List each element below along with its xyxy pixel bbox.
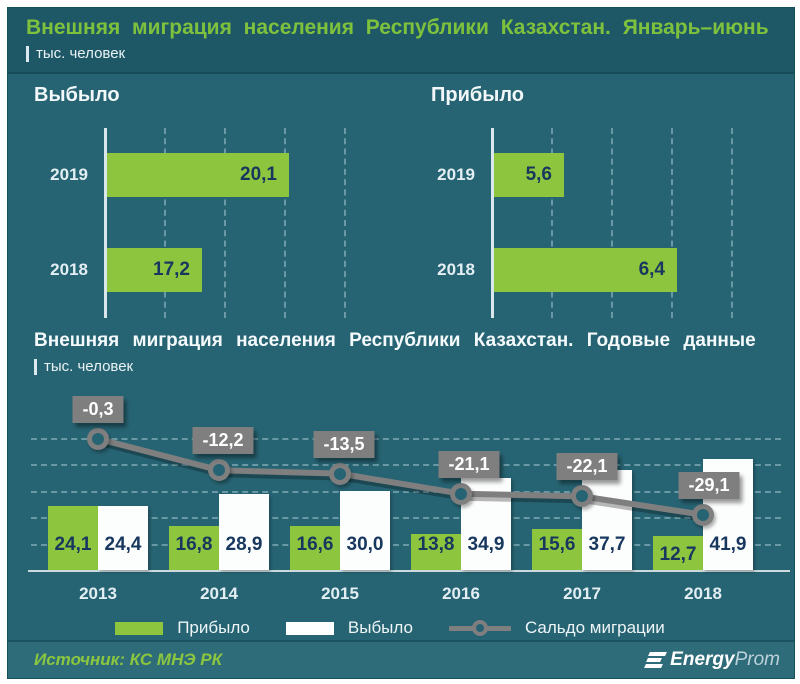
category-label: 2019	[50, 165, 88, 184]
energyprom-icon	[644, 652, 668, 668]
arrived-chart-title: Прибыло	[431, 84, 524, 106]
header: Внешняя миграция населения Республики Ка…	[8, 8, 794, 74]
arrived-value-label: 16,6	[296, 534, 334, 555]
year-label: 2016	[442, 584, 480, 603]
gridline	[31, 464, 781, 467]
departed-halfyear-chart: Выбыло 2019 20,1 2018 17,2	[8, 74, 402, 330]
year-label: 2018	[684, 584, 722, 603]
units-label: тыс. человек	[44, 358, 134, 375]
balance-marker	[87, 427, 109, 450]
gridline	[671, 128, 673, 318]
gridline	[164, 128, 166, 318]
pipe-decoration	[26, 45, 29, 62]
units-label: тыс. человек	[36, 45, 126, 62]
gridline	[611, 128, 613, 318]
departed-bar	[340, 490, 390, 570]
departed-value-label: 30,0	[346, 534, 384, 555]
balance-value-badge: -21,1	[438, 450, 500, 478]
departed-bar	[219, 493, 269, 570]
arrived-bar	[169, 525, 219, 570]
arrived-bar	[653, 536, 703, 570]
arrived-bar	[411, 533, 461, 570]
gridline	[31, 543, 781, 546]
balance-marker	[450, 482, 472, 505]
gridline	[551, 128, 553, 318]
gridline	[284, 128, 286, 318]
legend-balance-label: Сальдо миграции	[524, 618, 665, 637]
balance-value-badge: -13,5	[313, 430, 375, 458]
arrived-halfyear-chart: Прибыло 2019 5,6 2018 6,4	[395, 74, 796, 330]
arrived-bar	[48, 506, 98, 570]
value-bar: 17,2	[107, 248, 202, 292]
energyprom-wordmark: EnergyProm	[670, 649, 780, 670]
category-label: 2019	[437, 165, 475, 184]
category-label: 2018	[437, 260, 475, 279]
footer: Источник: КС МНЭ РК EnergyProm	[8, 640, 794, 678]
departed-value-label: 37,7	[588, 534, 626, 555]
circle-marker-icon	[471, 620, 488, 636]
annual-section-title: Внешняя миграция населения Республики Ка…	[34, 330, 756, 351]
annual-units: тыс. человек	[34, 358, 779, 375]
gridline	[31, 517, 781, 520]
balance-value-badge: -12,2	[192, 427, 254, 455]
category-label: 2018	[50, 260, 88, 279]
arrived-value-label: 24,1	[54, 534, 92, 555]
balance-marker	[208, 459, 230, 482]
departed-value-label: 24,4	[104, 534, 142, 555]
gridline	[344, 128, 346, 318]
departed-value-label: 41,9	[709, 534, 747, 555]
page-title: Внешняя миграция населения Республики Ка…	[26, 16, 769, 39]
balance-value-badge: -22,1	[556, 453, 618, 481]
arrived-bar	[290, 526, 340, 570]
arrived-value-label: 13,8	[417, 534, 455, 555]
year-label: 2017	[563, 584, 601, 603]
source-label: Источник: КС МНЭ РК	[34, 650, 223, 669]
axis-line	[491, 128, 494, 318]
energyprom-logo: EnergyProm	[644, 649, 780, 671]
value-bar: 20,1	[107, 153, 289, 197]
pipe-decoration	[34, 358, 37, 375]
annual-section-header: Внешняя миграция населения Республики Ка…	[34, 330, 779, 375]
x-axis-line	[28, 570, 790, 572]
arrived-legend-swatch	[115, 621, 164, 635]
header-units: тыс. человек	[26, 45, 776, 62]
gridline	[31, 490, 781, 493]
balance-value-badge: -29,1	[678, 471, 740, 499]
arrived-bar	[532, 528, 582, 570]
departed-value-label: 28,9	[225, 534, 263, 555]
balance-marker	[692, 503, 714, 526]
arrived-value-label: 15,6	[538, 534, 576, 555]
arrived-value-label: 12,7	[659, 544, 697, 565]
value-bar: 5,6	[494, 153, 564, 197]
departed-value-label: 34,9	[467, 534, 505, 555]
arrived-value-label: 16,8	[175, 534, 213, 555]
balance-legend-swatch	[448, 619, 511, 637]
axis-line	[104, 128, 107, 318]
legend-departed-label: Выбыло	[347, 618, 413, 637]
year-label: 2015	[321, 584, 359, 603]
legend: Прибыло Выбыло Сальдо миграции	[8, 618, 794, 638]
gridline	[731, 128, 733, 318]
annual-combo-chart: 24,1 24,4 2013 16,8 28,9 2014 16,6 30,0 2015 13,8…	[8, 388, 796, 620]
departed-chart-title: Выбыло	[34, 84, 120, 106]
balance-marker	[329, 462, 351, 485]
gridline	[224, 128, 226, 318]
year-label: 2014	[200, 584, 238, 603]
legend-arrived-label: Прибыло	[177, 618, 250, 637]
gridline	[31, 438, 781, 440]
panel: Внешняя миграция населения Республики Ка…	[7, 7, 795, 679]
departed-legend-swatch	[285, 621, 334, 635]
year-label: 2013	[79, 584, 117, 603]
balance-value-badge: -0,3	[72, 395, 124, 423]
value-bar: 6,4	[494, 248, 677, 292]
balance-marker	[571, 485, 593, 508]
